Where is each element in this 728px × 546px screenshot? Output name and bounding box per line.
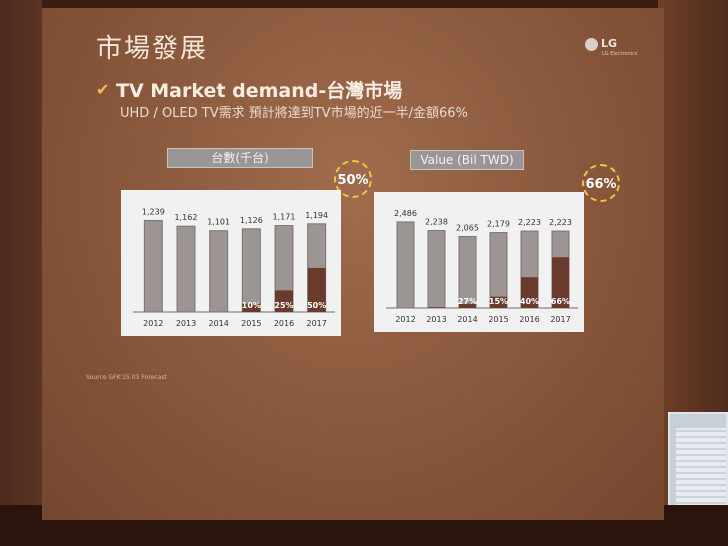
- x-tick-label: 2015: [241, 319, 261, 328]
- share-label: 15%: [489, 297, 508, 306]
- bar-share-segment: [458, 303, 477, 308]
- x-tick-label: 2013: [426, 315, 446, 324]
- checkmark-circle-icon: ✔: [96, 80, 110, 99]
- x-tick-label: 2014: [208, 319, 228, 328]
- share-label: 25%: [274, 301, 293, 310]
- x-tick-label: 2013: [176, 319, 196, 328]
- units-bar-chart: 1,239 2012 1,162 2013 1,101 2014 1,126 2015 10% 1…: [133, 208, 335, 328]
- value-chart-title: Value (Bil TWD): [410, 150, 524, 170]
- bar-value-label: 1,239: [142, 208, 165, 217]
- slide-subheading: UHD / OLED TV需求 預計將達到TV市場的近一半/金額66%: [120, 106, 468, 121]
- bar: [176, 225, 196, 313]
- bar-value-label: 2,065: [456, 224, 479, 233]
- x-tick-label: 2017: [550, 315, 570, 324]
- x-tick-label: 2016: [274, 319, 294, 328]
- bar-share-segment: [275, 290, 293, 312]
- value-share-badge: 66%: [582, 164, 620, 202]
- bar-value-label: 2,486: [394, 209, 417, 218]
- bar: [143, 220, 163, 313]
- bar-value-label: 2,179: [487, 220, 510, 229]
- bar-value-label: 2,223: [518, 218, 541, 227]
- bar-value-label: 2,238: [425, 218, 448, 227]
- share-label: 40%: [520, 297, 539, 306]
- share-label: 50%: [307, 301, 326, 310]
- bar-value-label: 2,223: [549, 218, 572, 227]
- bar-value-label: 1,171: [273, 213, 296, 222]
- x-tick-label: 2012: [395, 315, 415, 324]
- bar: [209, 230, 229, 313]
- share-label: 66%: [551, 297, 570, 306]
- slide-title: 市場發展: [96, 34, 209, 64]
- bar-share-segment: [489, 296, 508, 308]
- bar: [241, 228, 261, 313]
- brand-logo: LG: [585, 37, 617, 51]
- bar-share-segment: [427, 307, 446, 308]
- units-chart: 1,239 2012 1,162 2013 1,101 2014 1,126 2015 10% 1…: [121, 190, 341, 336]
- bar-share-segment: [307, 267, 326, 312]
- projection-screen: 市場發展 LG LG Electronics ✔ TV Market deman…: [42, 8, 664, 523]
- bar-share-segment: [520, 277, 539, 308]
- bar: [396, 221, 415, 309]
- share-label: 10%: [242, 301, 261, 310]
- value-chart: 2,486 2012 2,238 2013 2,065 2014 27% 2,179 2015 1…: [374, 192, 584, 332]
- brand-sub: LG Electronics: [602, 51, 638, 57]
- x-tick-label: 2017: [306, 319, 326, 328]
- x-tick-label: 2016: [519, 315, 539, 324]
- share-label: 27%: [458, 297, 477, 306]
- bar-value-label: 1,194: [305, 211, 328, 220]
- slide-heading: TV Market demand-台灣市場: [116, 80, 403, 102]
- x-tick-label: 2015: [488, 315, 508, 324]
- bar-value-label: 1,162: [175, 213, 198, 222]
- value-bar-chart: 2,486 2012 2,238 2013 2,065 2014 27% 2,179 2015 1…: [386, 209, 578, 324]
- brand-name: LG: [601, 37, 618, 50]
- bar-value-label: 1,126: [240, 216, 263, 225]
- units-chart-title: 台數(千台): [167, 148, 313, 168]
- x-tick-label: 2014: [457, 315, 477, 324]
- lg-logo-icon: [585, 37, 598, 51]
- wall-left: [0, 0, 42, 546]
- bar-share-segment: [551, 257, 570, 308]
- units-share-badge: 50%: [334, 160, 372, 198]
- x-tick-label: 2012: [143, 319, 163, 328]
- source-note: Source GFK'15.03 Forecast: [86, 374, 167, 381]
- bar-value-label: 1,101: [207, 218, 230, 227]
- bar-share-segment: [242, 303, 261, 312]
- bar: [427, 230, 446, 309]
